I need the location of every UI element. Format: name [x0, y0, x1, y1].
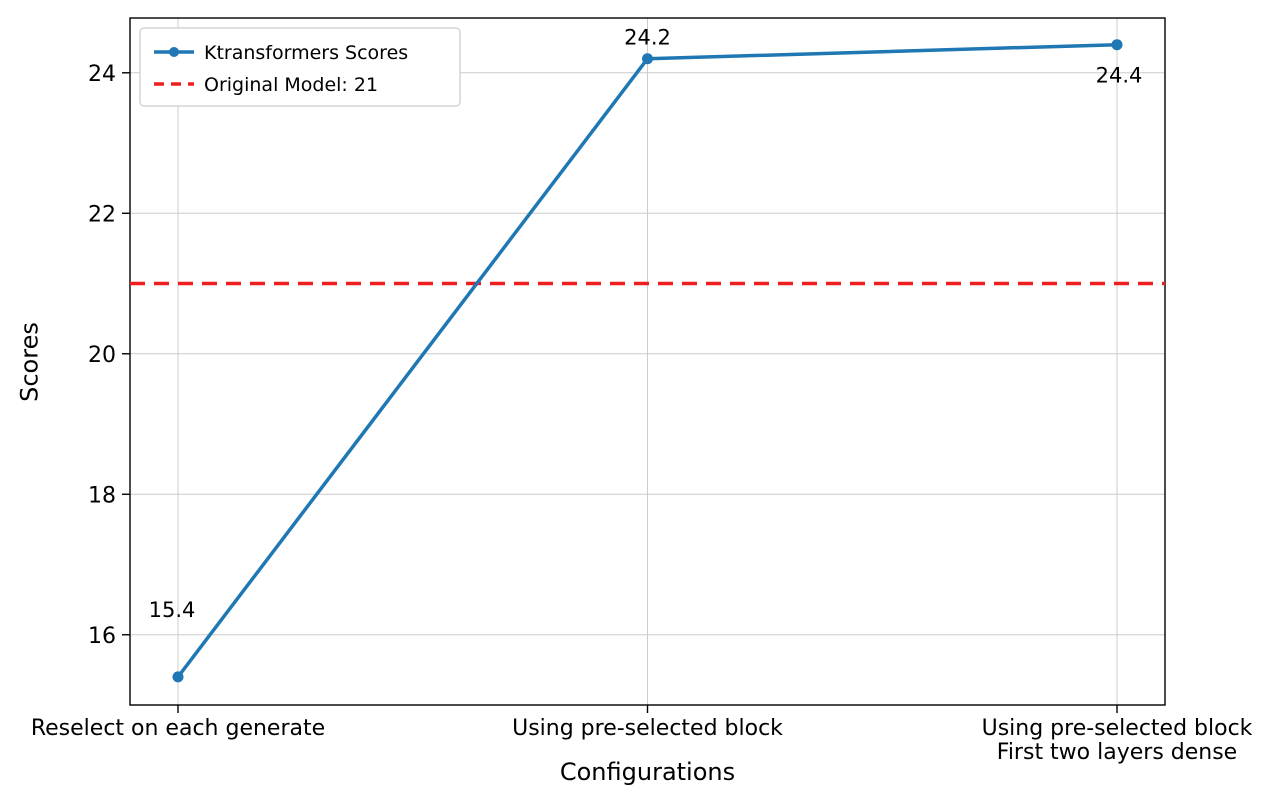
x-tick-label: Reselect on each generate — [31, 716, 325, 741]
data-point — [1111, 39, 1123, 51]
y-tick-label: 20 — [88, 343, 116, 368]
data-label: 15.4 — [149, 598, 196, 622]
x-tick-label: Using pre-selected block First two layers… — [982, 716, 1253, 765]
y-tick-label: 24 — [88, 62, 116, 87]
data-point — [172, 671, 184, 683]
legend-label-reference: Original Model: 21 — [204, 74, 378, 96]
y-axis-label: Scores — [15, 322, 44, 402]
legend-label-series: Ktransformers Scores — [204, 42, 408, 64]
legend-box — [139, 27, 461, 107]
legend: Ktransformers Scores Original Model: 21 — [139, 27, 461, 107]
y-tick-label: 18 — [88, 483, 116, 508]
x-tick-label: Using pre-selected block — [512, 716, 783, 741]
data-point — [642, 53, 653, 65]
x-axis-label: Configurations — [559, 758, 736, 786]
y-tick-label: 22 — [88, 202, 116, 227]
data-label: 24.4 — [1096, 64, 1143, 88]
legend-marker-sample — [169, 47, 179, 57]
y-tick-label: 16 — [88, 624, 116, 649]
data-label: 24.2 — [624, 26, 671, 50]
